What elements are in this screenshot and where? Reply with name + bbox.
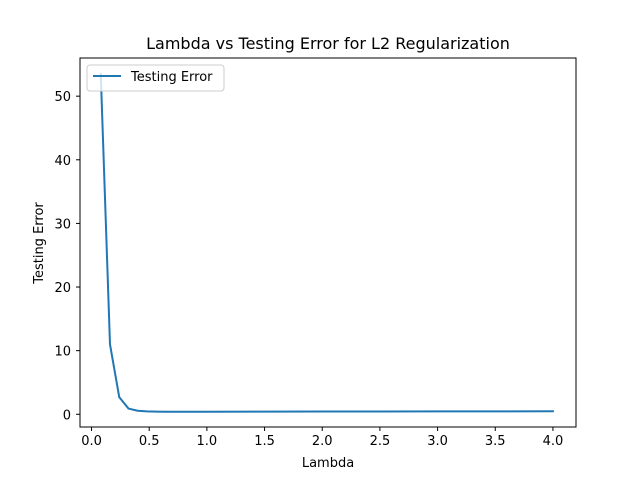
y-tick-label: 30: [54, 217, 71, 232]
x-tick-label: 1.0: [197, 434, 218, 449]
plot-area: [99, 72, 554, 413]
x-tick-label: 4.0: [543, 434, 564, 449]
y-tick-label: 10: [54, 345, 71, 360]
x-tick-label: 1.5: [254, 434, 275, 449]
x-tick-label: 0.5: [139, 434, 160, 449]
y-axis-label: Testing Error: [32, 202, 47, 285]
y-tick-label: 40: [54, 154, 71, 169]
y-tick-label: 50: [54, 90, 71, 105]
x-axis-label: Lambda: [302, 456, 354, 471]
legend-box: [86, 64, 225, 92]
legend: Testing Error: [86, 64, 225, 92]
x-tick-label: 3.5: [485, 434, 506, 449]
x-tick-label: 3.0: [427, 434, 448, 449]
series-line-0: [99, 72, 554, 413]
x-axis-ticks: 0.0 0.5 1.0 1.5 2.0 2.5 3.0 3.5 4.0: [81, 427, 563, 449]
x-tick-label: 2.5: [370, 434, 391, 449]
x-tick-label: 2.0: [312, 434, 333, 449]
chart-title: Lambda vs Testing Error for L2 Regulariz…: [146, 34, 510, 53]
axes-frame: [79, 57, 577, 428]
y-axis-ticks: 0 10 20 30 40 50: [54, 90, 80, 423]
y-tick-label: 0: [63, 408, 71, 423]
x-tick-label: 0.0: [81, 434, 102, 449]
y-tick-label: 20: [54, 281, 71, 296]
legend-label-testing-error: Testing Error: [130, 70, 213, 85]
